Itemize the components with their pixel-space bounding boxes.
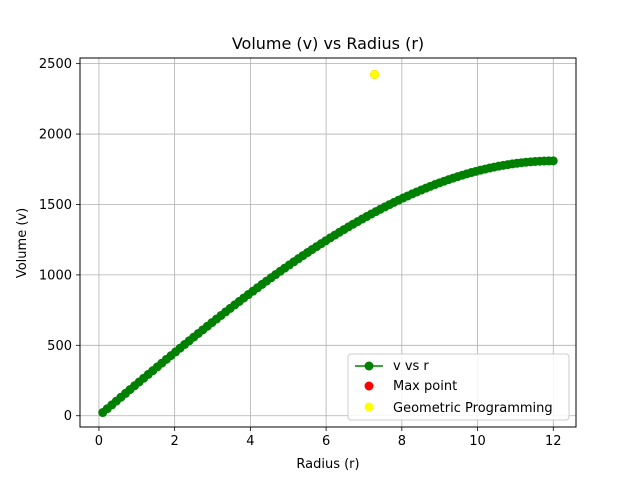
x-tick-label: 8 (398, 434, 406, 449)
y-tick-label: 2000 (39, 128, 72, 143)
y-tick-label: 500 (47, 339, 72, 354)
geometric-programming-marker (370, 69, 380, 79)
x-tick-label: 12 (545, 434, 562, 449)
legend-marker-v-vs-r (364, 361, 374, 371)
x-tick-label: 2 (171, 434, 179, 449)
y-tick-label: 1500 (39, 198, 72, 213)
legend: v vs r Max point Geometric Programming (347, 353, 570, 421)
x-axis-label: Radius (r) (296, 457, 359, 472)
x-tick-label: 4 (246, 434, 254, 449)
x-tick-label: 0 (95, 434, 103, 449)
data-point-v-vs-r (548, 156, 558, 166)
y-axis-label: Volume (v) (15, 208, 30, 278)
legend-marker-geometric-programming (364, 402, 374, 412)
axis-ticks: 0 2 4 6 8 10 12 0 500 1000 1500 2000 2500 (39, 57, 562, 449)
legend-label-v-vs-r: v vs r (393, 359, 429, 374)
y-tick-label: 0 (64, 409, 72, 424)
x-tick-label: 10 (469, 434, 486, 449)
legend-marker-max-point (364, 381, 374, 391)
plot-series (98, 69, 558, 418)
x-tick-label: 6 (322, 434, 330, 449)
legend-label-max-point: Max point (393, 379, 457, 394)
y-tick-label: 2500 (39, 57, 72, 72)
legend-frame (347, 353, 570, 421)
legend-label-geometric-programming: Geometric Programming (393, 401, 553, 416)
plot-area-frame (79, 57, 577, 428)
chart-title: Volume (v) vs Radius (r) (232, 34, 424, 53)
grid-lines (80, 58, 576, 427)
y-tick-label: 1000 (39, 268, 72, 283)
